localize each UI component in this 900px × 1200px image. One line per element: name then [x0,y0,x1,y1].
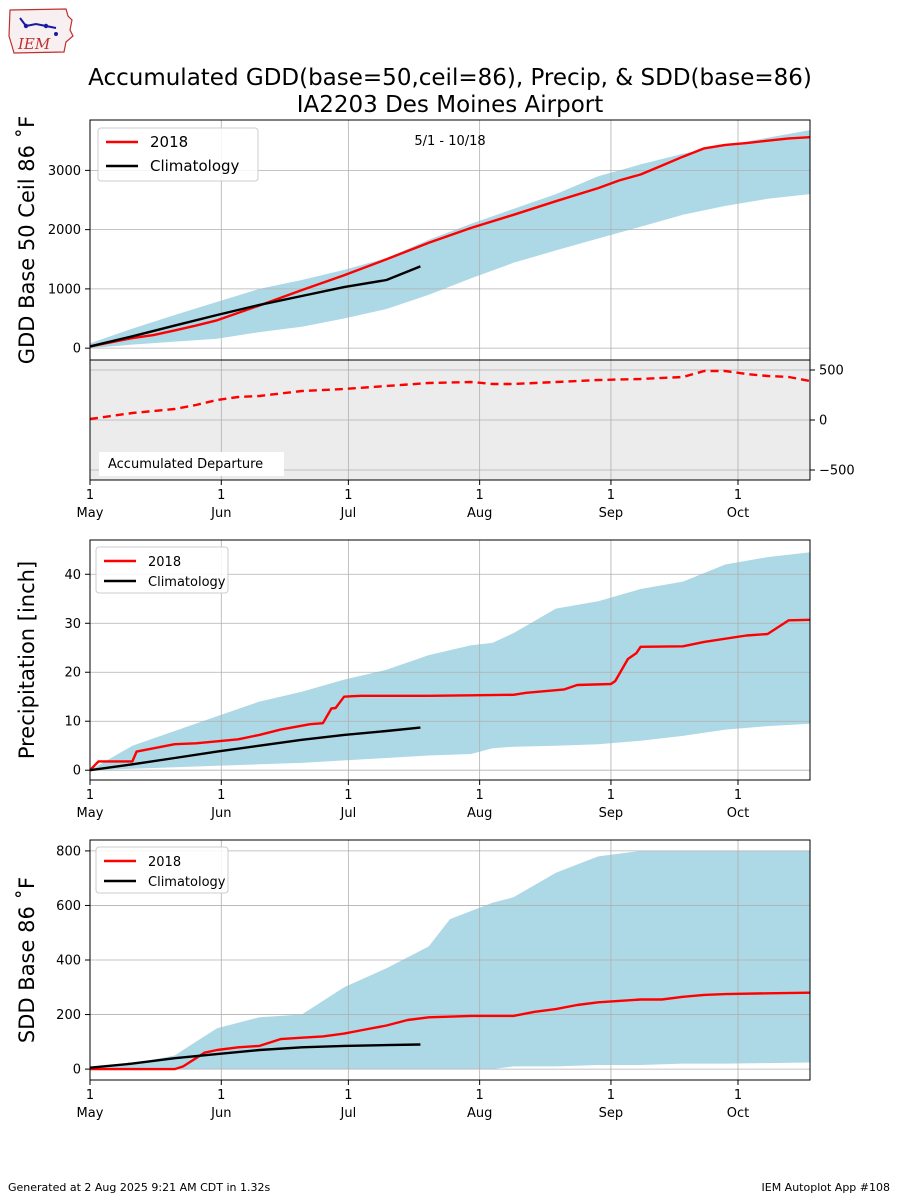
legend-label: 2018 [150,133,188,151]
series-line-2018 [89,136,811,348]
series-line-2018 [89,618,811,772]
footer-generated: Generated at 2 Aug 2025 9:21 AM CDT in 1… [8,1181,271,1194]
x-tick-label-month: Jun [210,1106,231,1121]
y-tick-label: 800 [56,844,81,859]
chart-title-line1: Accumulated GDD(base=50,ceil=86), Precip… [88,65,812,91]
departure-label: Accumulated Departure [108,457,263,472]
panel-gdd: 0 1000 2000 3000 GDD Base 50 Ceil 86 ˚F 5/1 -… [15,116,811,364]
x-tick-label-month: May [77,806,104,821]
x-tick-label-day: 1 [476,788,484,803]
x-tick-label-month: Aug [467,1106,492,1121]
series-line-2018-departure [89,369,811,421]
x-tick-label-day: 1 [476,1088,484,1103]
range-band-gdd [90,130,810,349]
x-tick-label-day: 1 [607,1088,615,1103]
legend-label: 2018 [148,855,181,870]
legend-label: 2018 [148,555,181,570]
chart-title-line2: IA2203 Des Moines Airport [297,92,604,118]
series-line-climatology [89,1043,421,1069]
x-tick-label-month: Aug [467,806,492,821]
series-line-2018 [90,991,811,1071]
x-tick-label-day: 1 [344,788,352,803]
x-tick-label-month: Sep [599,1106,624,1121]
legend-label: Climatology [148,575,226,590]
x-tick-label-day: 1 [217,488,225,503]
y-tick-label: 0 [73,342,81,357]
y-tick-label: 0 [73,764,81,779]
legend: 2018 Climatology [97,127,259,182]
x-tick-label-month: Jul [340,1106,357,1121]
footer-app-id: IEM Autoplot App #108 [761,1181,891,1194]
x-tick-label-day: 1 [344,488,352,503]
x-tick-label-day: 1 [86,788,94,803]
series-line-climatology [89,265,421,348]
legend: 2018 Climatology [95,546,229,594]
x-tick-label-month: Jun [210,806,231,821]
x-tick-label-day: 1 [86,1088,94,1103]
x-tick-label-day: 1 [217,788,225,803]
x-tick-label-month: Jun [210,506,231,521]
x-tick-label-day: 1 [86,488,94,503]
plot-frame [89,539,811,781]
x-tick-label-day: 1 [476,488,484,503]
legend: 2018 Climatology [95,846,229,894]
x-tick-label-day: 1 [734,488,742,503]
y-tick-label: 30 [64,617,81,632]
x-tick-label-month: Oct [727,806,749,821]
y-tick-label: 600 [56,899,81,914]
y-tick-label: 200 [56,1008,81,1023]
y-tick-label: −500 [819,464,855,479]
x-tick-label-month: Sep [599,806,624,821]
x-tick-label-month: Aug [467,506,492,521]
x-tick-label-day: 1 [607,488,615,503]
iem-logo: IEM [6,6,76,58]
panel-departure: −500 0 500 Accumulated Departure 1 May 1 Jun 1 Ju… [77,359,855,521]
y-tick-label: 20 [64,666,81,681]
x-tick-label-month: May [77,1106,104,1121]
x-tick-label-month: May [77,506,104,521]
panel-precip: 0 10 20 30 40 Precipitation [inch] 2018 Climato… [15,539,811,821]
x-tick-label-month: Jul [340,506,357,521]
y-tick-label: 10 [64,715,81,730]
y-tick-label: 2000 [48,223,81,238]
x-tick-label-day: 1 [344,1088,352,1103]
y-tick-label: 500 [819,364,844,379]
x-tick-label-day: 1 [217,1088,225,1103]
x-tick-label-month: Sep [599,506,624,521]
y-tick-label: 1000 [48,282,81,297]
x-tick-label-month: Oct [727,506,749,521]
y-axis-title: GDD Base 50 Ceil 86 ˚F [15,116,39,364]
legend-label: Climatology [148,875,226,890]
legend-label: Climatology [150,157,240,175]
departure-label-box [99,452,284,476]
x-tick-label-day: 1 [734,788,742,803]
x-tick-label-month: Oct [727,1106,749,1121]
y-tick-label: 3000 [48,164,81,179]
y-tick-label: 0 [73,1063,81,1078]
series-line-climatology [89,726,421,772]
date-range-annotation: 5/1 - 10/18 [414,134,485,149]
y-tick-label: 400 [56,954,81,969]
y-axis-title: SDD Base 86 ˚F [15,877,39,1043]
y-axis-title: Precipitation [inch] [15,561,39,759]
x-tick-label-day: 1 [607,788,615,803]
y-tick-label: 0 [819,414,827,429]
x-tick-label-month: Jul [340,806,357,821]
logo-text: IEM [17,35,51,53]
panel-sdd: 0 200 400 600 800 SDD Base 86 ˚F 2018 Climatolo… [15,839,811,1121]
y-tick-label: 40 [64,568,81,583]
x-tick-label-day: 1 [734,1088,742,1103]
range-band-precip [90,552,810,771]
